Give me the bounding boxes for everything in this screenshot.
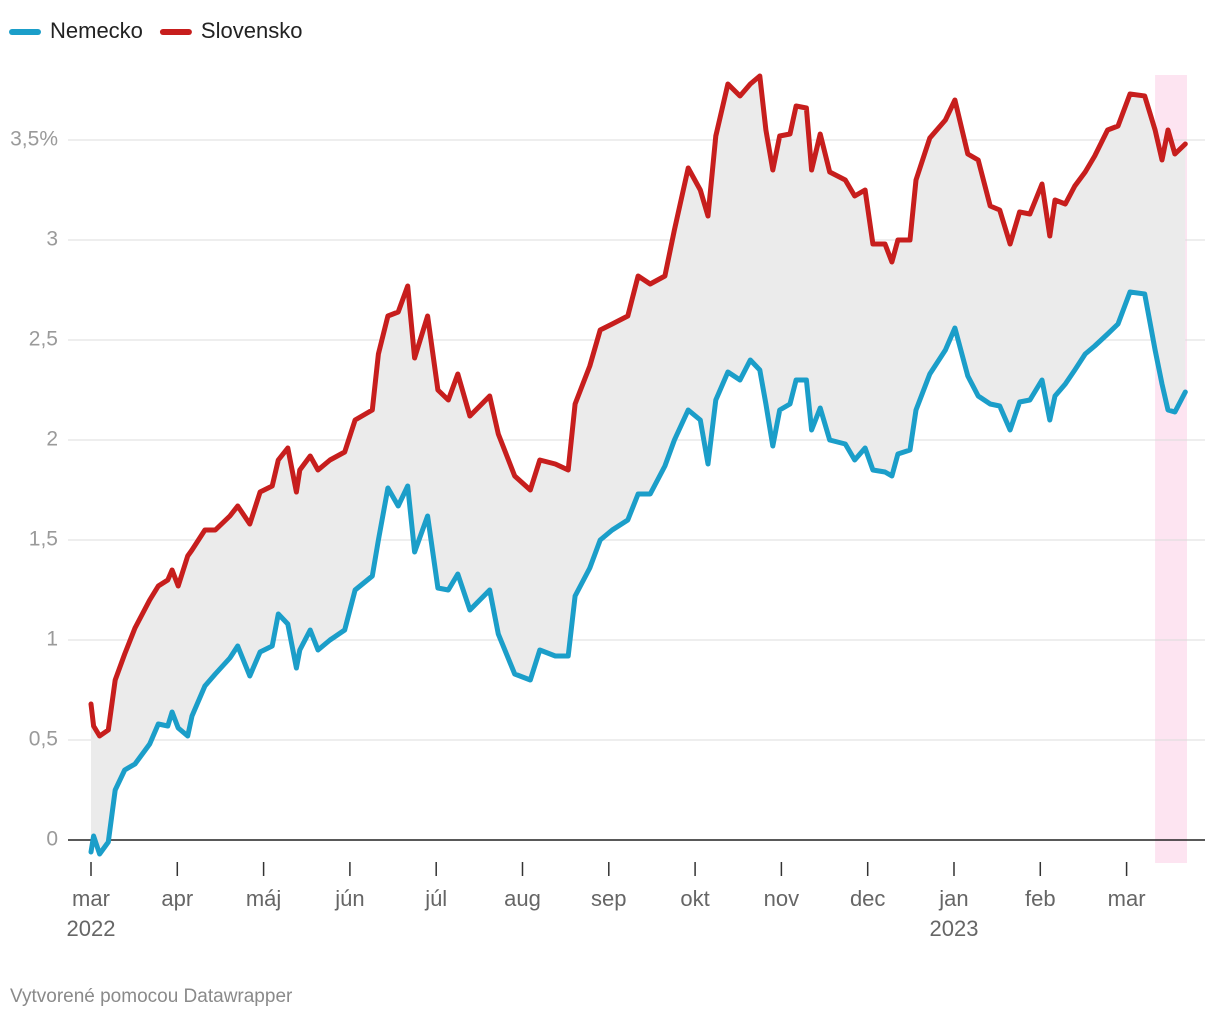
x-tick-label: feb: [1025, 886, 1056, 911]
y-tick-label: 3: [46, 228, 58, 251]
x-tick-label: sep: [591, 886, 626, 911]
x-tick-label: apr: [161, 886, 193, 911]
legend-label: Nemecko: [50, 18, 143, 43]
footer: Vytvorené pomocou Datawrapper: [10, 986, 293, 1007]
x-tick-label: dec: [850, 886, 885, 911]
y-tick-label: 0,5: [29, 728, 58, 751]
legend-label: Slovensko: [201, 18, 303, 43]
y-tick-label: 2: [46, 428, 58, 451]
year-label: 2023: [930, 916, 979, 941]
series-line: [88, 289, 1188, 857]
spread-area: [91, 76, 1186, 854]
year-label: 2022: [67, 916, 116, 941]
x-tick-label: mar: [1108, 886, 1146, 911]
y-tick-label: 0: [46, 828, 58, 851]
x-tick-label: jan: [938, 886, 968, 911]
y-tick-label: 3,5%: [10, 128, 58, 151]
x-tick-label: jún: [334, 886, 364, 911]
y-tick-label: 2,5: [29, 328, 58, 351]
x-tick-label: aug: [504, 886, 541, 911]
y-tick-label: 1,5: [29, 528, 58, 551]
x-tick-label: mar: [72, 886, 110, 911]
series-line: [88, 73, 1188, 739]
x-tick-label: okt: [680, 886, 709, 911]
y-tick-label: 1: [46, 628, 58, 651]
x-tick-label: máj: [246, 886, 281, 911]
x-tick-label: júl: [424, 886, 447, 911]
x-tick-label: nov: [764, 886, 799, 911]
